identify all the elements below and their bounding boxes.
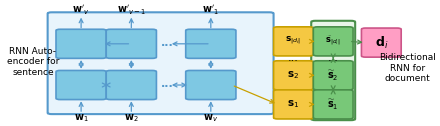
Text: $\widetilde{\mathbf{s}}_1$: $\widetilde{\mathbf{s}}_1$ — [327, 97, 339, 112]
FancyBboxPatch shape — [106, 70, 157, 100]
FancyBboxPatch shape — [311, 21, 355, 120]
Text: $\widetilde{\mathbf{s}}_2$: $\widetilde{\mathbf{s}}_2$ — [327, 68, 339, 83]
FancyBboxPatch shape — [361, 28, 401, 57]
Text: $\mathbf{s}_{|d_i|}$: $\mathbf{s}_{|d_i|}$ — [285, 35, 301, 47]
Text: Bidirectional
RNN for
document: Bidirectional RNN for document — [379, 53, 436, 83]
FancyBboxPatch shape — [274, 90, 313, 119]
FancyBboxPatch shape — [186, 29, 236, 58]
FancyBboxPatch shape — [56, 29, 106, 58]
FancyBboxPatch shape — [48, 12, 274, 114]
Text: ...: ... — [288, 53, 299, 63]
Text: ...: ... — [328, 53, 339, 63]
FancyBboxPatch shape — [106, 29, 157, 58]
Text: $\mathbf{w}_v$: $\mathbf{w}_v$ — [203, 112, 218, 124]
FancyBboxPatch shape — [274, 27, 313, 56]
Text: $\mathbf{w}'_1$: $\mathbf{w}'_1$ — [202, 3, 219, 17]
Text: $\widetilde{\mathbf{s}}_{|d_i|}$: $\widetilde{\mathbf{s}}_{|d_i|}$ — [326, 35, 341, 48]
Text: $\mathbf{s}_2$: $\mathbf{s}_2$ — [287, 69, 300, 81]
FancyBboxPatch shape — [313, 90, 353, 119]
Text: $\mathbf{w}_2$: $\mathbf{w}_2$ — [124, 112, 139, 124]
FancyBboxPatch shape — [56, 70, 106, 100]
Text: $\mathbf{s}_1$: $\mathbf{s}_1$ — [287, 99, 300, 110]
FancyBboxPatch shape — [186, 70, 236, 100]
Text: $\mathbf{d}_i$: $\mathbf{d}_i$ — [374, 35, 388, 51]
Text: ...: ... — [161, 38, 173, 48]
Text: $\mathbf{w}_1$: $\mathbf{w}_1$ — [74, 112, 88, 124]
FancyBboxPatch shape — [313, 61, 353, 90]
Text: $\mathbf{w}'_v$: $\mathbf{w}'_v$ — [72, 3, 90, 17]
Text: ...: ... — [161, 79, 173, 89]
FancyBboxPatch shape — [313, 27, 353, 56]
FancyBboxPatch shape — [274, 61, 313, 90]
Text: RNN Auto-
encoder for
sentence: RNN Auto- encoder for sentence — [7, 47, 59, 77]
Text: $\mathbf{w}'_{v-1}$: $\mathbf{w}'_{v-1}$ — [117, 3, 146, 17]
